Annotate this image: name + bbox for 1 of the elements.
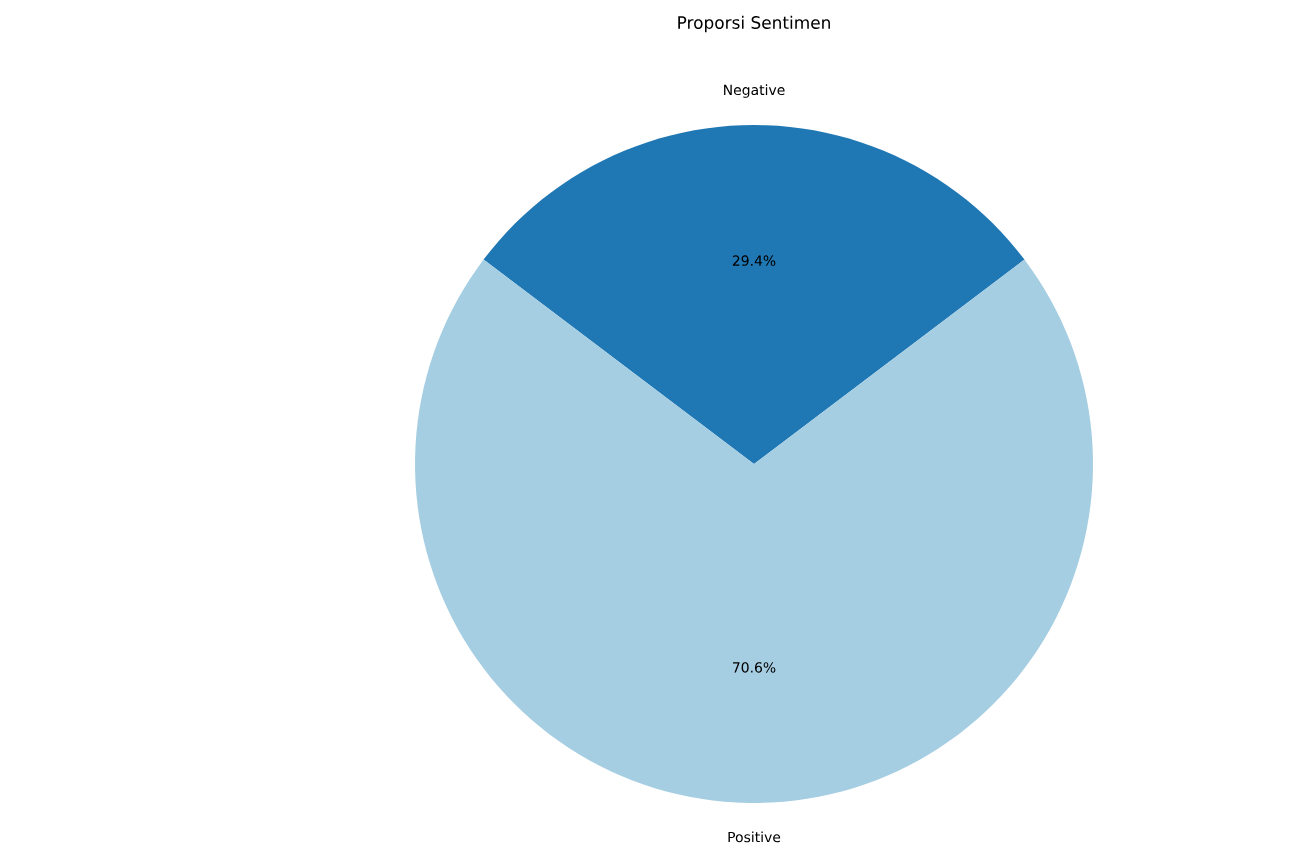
chart-title: Proporsi Sentimen	[678, 15, 830, 33]
